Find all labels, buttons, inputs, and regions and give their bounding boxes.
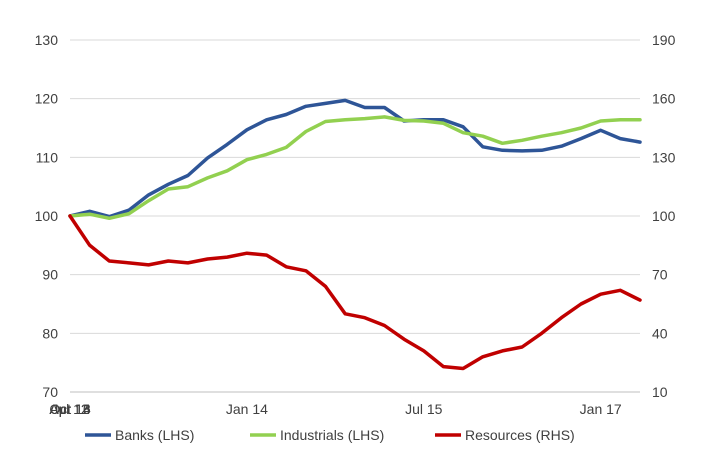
series-line-industrials-lhs <box>68 115 642 221</box>
y-left-tick-label: 120 <box>35 91 59 107</box>
y-left-tick-label: 110 <box>36 149 59 165</box>
y-right-tick-label: 70 <box>652 267 668 283</box>
y-right-tick-label: 190 <box>652 32 676 48</box>
legend-label-resources-rhs: Resources (RHS) <box>465 427 575 443</box>
y-left-tick-label: 90 <box>42 267 58 283</box>
x-tick-label: Apr 13 <box>49 401 90 417</box>
legend: Banks (LHS) Industrials (LHS) Resources (R… <box>85 427 575 443</box>
x-tick-label: Jul 12 <box>51 401 89 417</box>
y-left-tick-label: 70 <box>42 384 58 400</box>
x-tick-label: Jan 14 <box>226 401 268 417</box>
legend-label-banks-lhs: Banks (LHS) <box>115 427 194 443</box>
x-tick-label: Jul 15 <box>405 401 443 417</box>
series-lines <box>68 98 642 371</box>
y-left-tick-label: 80 <box>42 325 58 341</box>
x-tick-label: Apr 16 <box>49 401 90 417</box>
y-right-tick-label: 130 <box>652 149 676 165</box>
x-tick-label: Jan 17 <box>580 401 622 417</box>
y-right-tick-label: 40 <box>652 325 668 341</box>
y-right-tick-label: 10 <box>652 384 668 400</box>
x-tick-label: Oct 14 <box>49 401 90 417</box>
series-line-resources-rhs <box>68 214 642 371</box>
left-axis: 70 80 90 100 110 120 130 <box>35 32 59 400</box>
y-right-tick-label: 160 <box>652 91 676 107</box>
y-right-tick-label: 100 <box>652 208 676 224</box>
gridlines <box>70 39 640 393</box>
right-axis: 10 40 70 100 130 160 190 <box>652 32 676 400</box>
y-left-tick-label: 100 <box>35 208 59 224</box>
y-left-tick-label: 130 <box>35 32 59 48</box>
legend-label-industrials-lhs: Industrials (LHS) <box>280 427 384 443</box>
series-line-banks-lhs <box>68 98 642 219</box>
